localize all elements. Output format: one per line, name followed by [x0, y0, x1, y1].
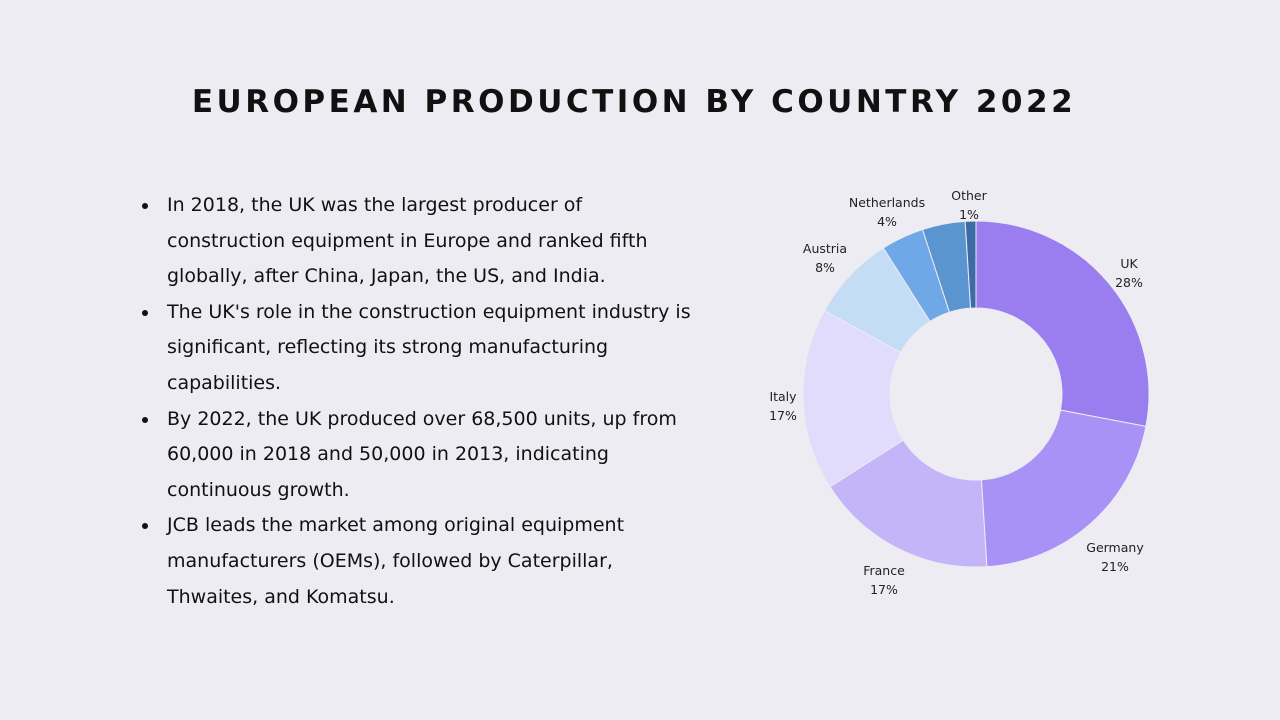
slice-label-name: Other [951, 188, 987, 203]
slice-label-value: 1% [959, 207, 979, 222]
bullet-list: In 2018, the UK was the largest producer… [140, 188, 700, 615]
bullet-dot [142, 416, 148, 423]
bullet-dot [142, 523, 148, 530]
bullet-text: In 2018, the UK was the largest producer… [167, 194, 648, 288]
donut-chart: UK 28% Germany 21% France 17% Italy 17% Austria 8… [740, 170, 1200, 610]
donut-chart-svg: UK 28% Germany 21% France 17% Italy 17% Austria 8… [769, 188, 1150, 597]
slice-label-name: Austria [803, 241, 847, 256]
bullet-item: JCB leads the market among original equi… [140, 508, 700, 615]
bullet-text: JCB leads the market among original equi… [167, 514, 625, 608]
slice-label-name: Italy [769, 389, 797, 404]
donut-slice-france [829, 439, 988, 568]
slice-label-value: 4% [877, 214, 897, 229]
bullet-text: By 2022, the UK produced over 68,500 uni… [167, 407, 677, 501]
donut-slice-italy [802, 309, 905, 488]
donut-slice-germany [980, 409, 1147, 568]
page-title: EUROPEAN PRODUCTION BY COUNTRY 2022 [191, 84, 1077, 120]
bullet-dot [142, 309, 148, 316]
bullet-dot [142, 203, 148, 209]
slice-label-value: 8% [815, 260, 835, 275]
slice-label-value: 21% [1101, 559, 1129, 574]
donut-slice-uk [975, 220, 1150, 428]
slice-label-name: UK [1120, 256, 1138, 271]
slice-label-value: 28% [1115, 275, 1143, 290]
bullet-item: By 2022, the UK produced over 68,500 uni… [140, 402, 700, 509]
slice-label-value: 17% [769, 408, 797, 423]
bullet-text: The UK's role in the construction equipm… [167, 300, 691, 394]
slice-label-name: Germany [1086, 540, 1144, 555]
slice-label-name: Netherlands [849, 195, 925, 210]
donut-slice-other [964, 220, 977, 309]
slice-label-name: France [863, 563, 905, 578]
bullet-item: In 2018, the UK was the largest producer… [140, 188, 700, 295]
slice-label-value: 17% [870, 582, 898, 597]
bullet-item: The UK's role in the construction equipm… [140, 295, 700, 402]
